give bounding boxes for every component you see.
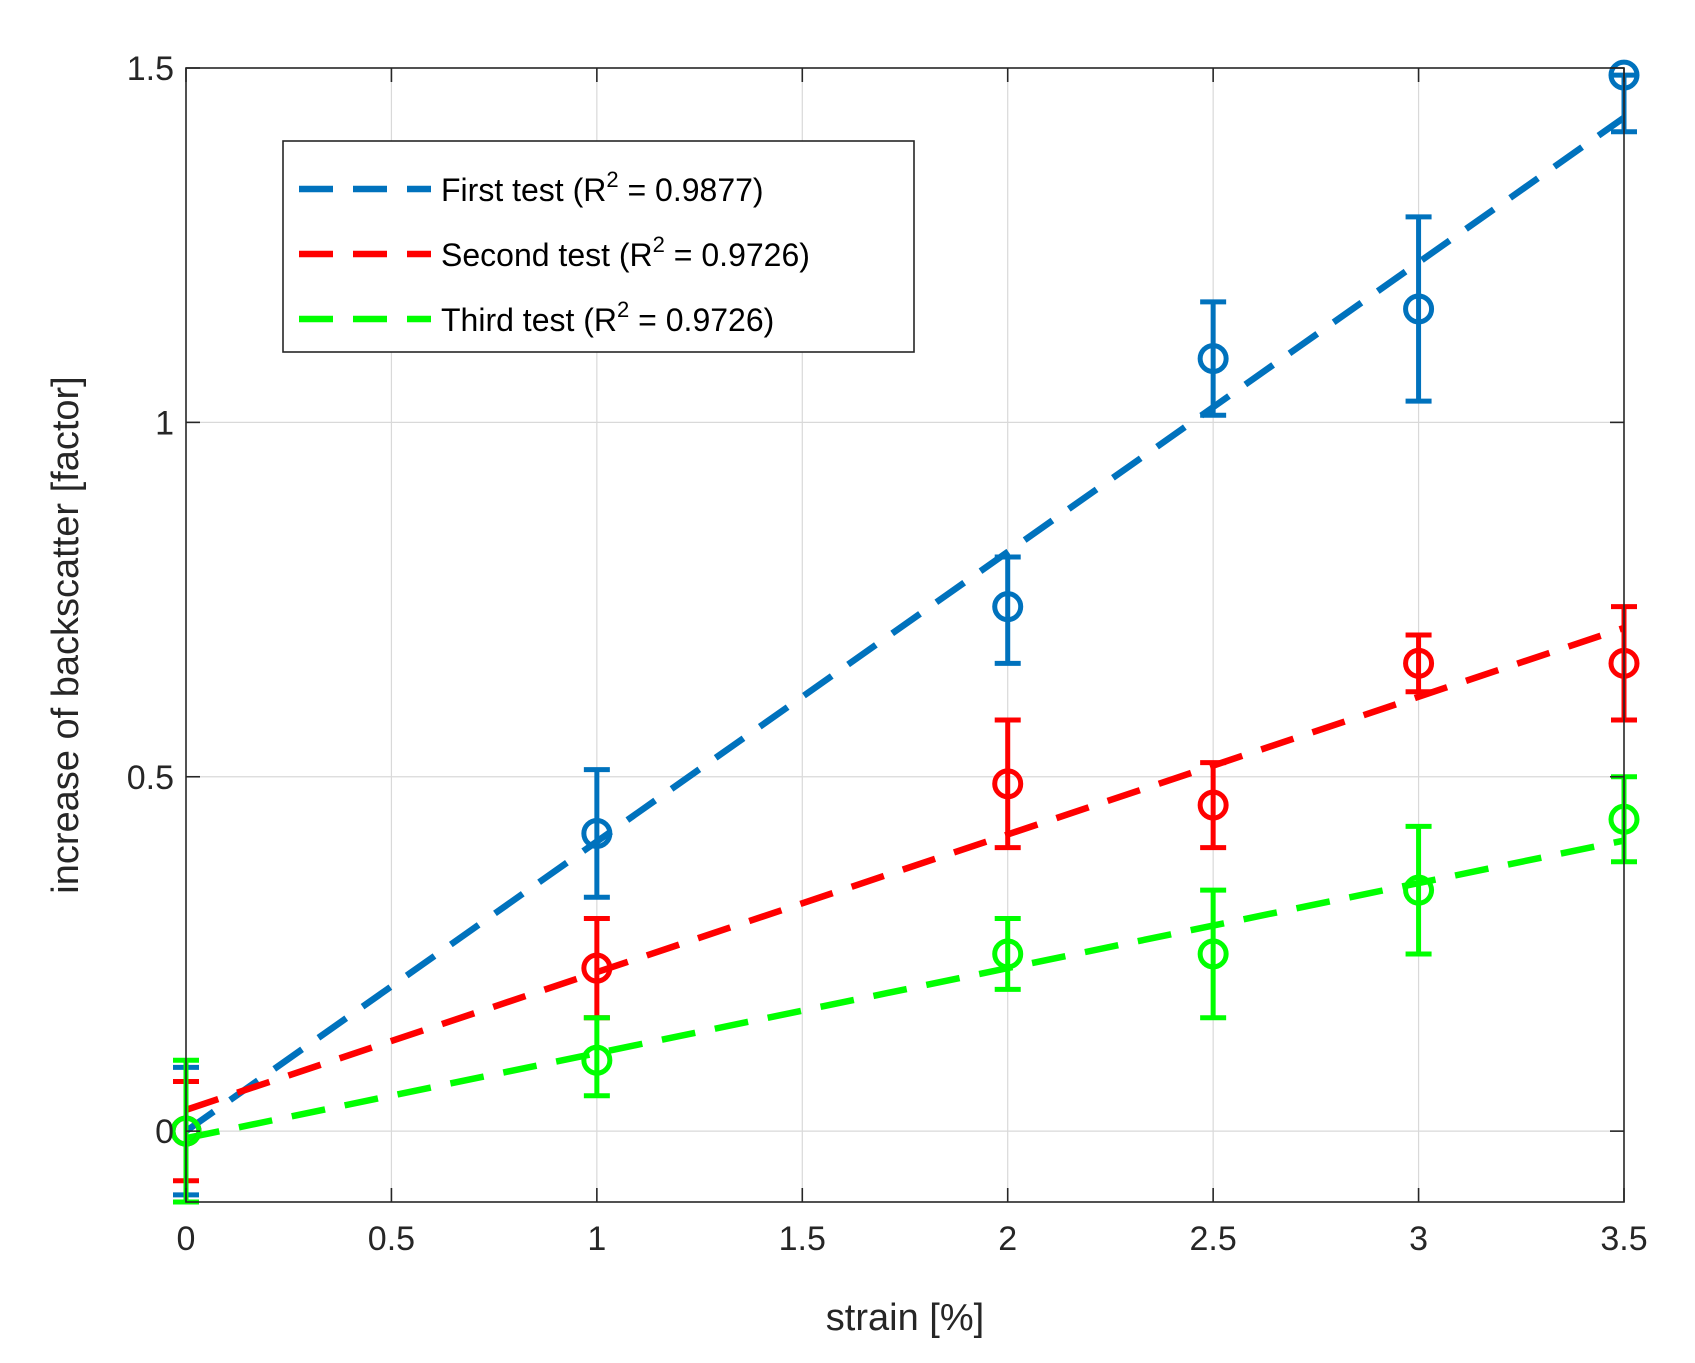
x-tick-label: 1.5 bbox=[779, 1220, 826, 1258]
data-marker bbox=[992, 768, 1024, 800]
data-point bbox=[1403, 632, 1435, 695]
data-point bbox=[1197, 760, 1229, 851]
data-marker bbox=[581, 1044, 613, 1076]
legend-entry: Second test (R2 = 0.9726) bbox=[299, 232, 810, 273]
fit-line bbox=[184, 114, 1626, 1134]
data-point bbox=[581, 767, 613, 900]
legend-label-name: Second test (R bbox=[441, 237, 653, 273]
legend-label-name: Third test (R bbox=[441, 302, 617, 338]
data-marker bbox=[581, 952, 613, 984]
legend-label-name: First test (R bbox=[441, 172, 606, 208]
data-marker bbox=[992, 938, 1024, 970]
x-tick-label: 3.5 bbox=[1600, 1220, 1647, 1258]
fit-line bbox=[184, 624, 1626, 1113]
data-marker bbox=[1197, 938, 1229, 970]
data-point bbox=[1403, 214, 1435, 404]
legend-label-superscript: 2 bbox=[653, 232, 665, 257]
data-marker bbox=[1403, 293, 1435, 325]
x-tick-label: 0.5 bbox=[368, 1220, 415, 1258]
legend-label-superscript: 2 bbox=[617, 297, 629, 322]
legend-box bbox=[282, 140, 915, 353]
data-marker bbox=[992, 591, 1024, 623]
fit-lines bbox=[184, 114, 1626, 1142]
data-marker bbox=[1403, 647, 1435, 679]
legend: First test (R2 = 0.9877)Second test (R2 … bbox=[282, 140, 915, 353]
data-point bbox=[992, 916, 1024, 992]
x-tick-label: 0 bbox=[177, 1220, 196, 1258]
data-point bbox=[992, 554, 1024, 666]
data-marker bbox=[1403, 874, 1435, 906]
y-tick-label: 1.5 bbox=[127, 50, 174, 88]
data-marker bbox=[1197, 789, 1229, 821]
data-point bbox=[1403, 823, 1435, 957]
y-axis-label: increase of backscatter [factor] bbox=[45, 376, 87, 893]
fit-line bbox=[185, 837, 1625, 1142]
legend-label-value: = 0.9726) bbox=[629, 302, 774, 338]
y-tick-label: 0.5 bbox=[127, 759, 174, 797]
legend-entry: First test (R2 = 0.9877) bbox=[299, 167, 764, 208]
data-point bbox=[581, 1015, 613, 1099]
y-tick-label: 0 bbox=[155, 1113, 174, 1151]
data-marker bbox=[1197, 343, 1229, 375]
legend-label: Third test (R2 = 0.9726) bbox=[441, 297, 774, 338]
legend-entry: Third test (R2 = 0.9726) bbox=[299, 297, 774, 338]
legend-label: Second test (R2 = 0.9726) bbox=[441, 232, 810, 273]
axis-ticks: 0 0.5 1 1.5 2 2.5 3 3.5 0 0.5 1 1.5 bbox=[127, 50, 1648, 1258]
y-tick-label: 1 bbox=[155, 404, 174, 442]
data-point bbox=[992, 717, 1024, 851]
x-axis-label: strain [%] bbox=[826, 1297, 984, 1339]
legend-label-value: = 0.9726) bbox=[665, 237, 810, 273]
data-point bbox=[1197, 887, 1229, 1021]
plot-frame bbox=[185, 67, 1625, 1203]
x-tick-label: 2.5 bbox=[1190, 1220, 1237, 1258]
legend-label: First test (R2 = 0.9877) bbox=[441, 167, 764, 208]
legend-label-value: = 0.9877) bbox=[619, 172, 764, 208]
x-tick-label: 2 bbox=[998, 1220, 1017, 1258]
data-marker bbox=[581, 817, 613, 849]
data-point bbox=[1197, 299, 1229, 418]
x-tick-label: 3 bbox=[1409, 1220, 1428, 1258]
legend-label-superscript: 2 bbox=[606, 167, 618, 192]
x-tick-label: 1 bbox=[587, 1220, 606, 1258]
